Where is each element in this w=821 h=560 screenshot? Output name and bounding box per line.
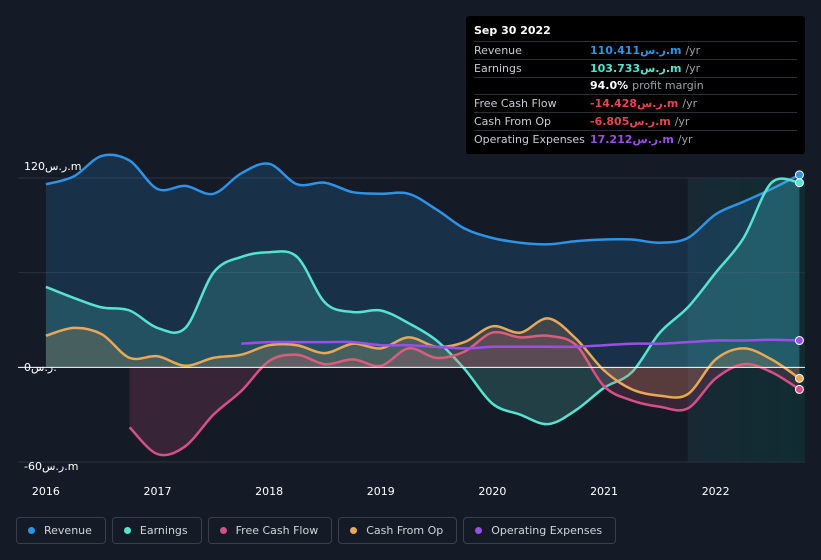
tooltip-row-value: 94.0% (590, 79, 629, 93)
free-cash-flow-area (129, 332, 800, 456)
x-tick-label: 2020 (478, 485, 506, 498)
legend-item-cash-from-op[interactable]: Cash From Op (338, 517, 458, 544)
legend-item-earnings[interactable]: Earnings (111, 517, 202, 544)
tooltip-row-unit: /yr (682, 97, 698, 111)
tooltip-date: Sep 30 2022 (474, 24, 551, 37)
legend-dot-icon (123, 527, 131, 534)
revenue-end-point (794, 170, 804, 180)
revenue-area (45, 154, 800, 368)
x-tick-label: 2022 (702, 485, 730, 498)
x-tick-label: 2021 (590, 485, 618, 498)
free-cash-flow-end-point (794, 384, 804, 394)
legend-item-revenue[interactable]: Revenue (16, 517, 106, 544)
tooltip-row-label: Revenue (474, 43, 522, 57)
cash-from-op-area (45, 318, 800, 398)
free-cash-flow-line (128, 330, 801, 457)
y-label-zero: 0ر.س. (24, 361, 57, 374)
earnings-area (45, 178, 800, 425)
tooltip-row-unit: /yr (677, 132, 693, 146)
legend: Revenue Earnings Free Cash Flow Cash From O… (16, 517, 617, 544)
cash-from-op-line (45, 317, 801, 399)
tooltip-panel: Sep 30 2022 Revenue 110.411ر.س.m/yr Earnin… (466, 16, 805, 154)
tooltip-row-value: 103.733ر.س.m (590, 61, 682, 75)
x-tick-label: 2016 (32, 485, 60, 498)
legend-item-free-cash-flow[interactable]: Free Cash Flow (207, 517, 333, 544)
operating-expenses-line (241, 338, 800, 350)
highlight-band (687, 178, 805, 462)
legend-label: Revenue (44, 524, 92, 537)
legend-dot-icon (350, 527, 358, 534)
y-label-top: 120ر.س.m (24, 160, 81, 173)
tooltip-row: 94.0% profit margin (474, 76, 797, 95)
financial-chart: 120ر.س.m 0ر.س. -60ر.س.m 2016 2017 2018 2019… (18, 153, 805, 498)
x-tick-label: 2017 (144, 485, 172, 498)
tooltip-row: Operating Expenses 17.212ر.س.m/yr (474, 129, 797, 148)
tooltip-row: Revenue 110.411ر.س.m/yr (474, 41, 797, 59)
tooltip-row-unit: /yr (674, 115, 690, 129)
x-tick-label: 2019 (367, 485, 395, 498)
earnings-line (45, 177, 800, 426)
legend-label: Cash From Op (366, 524, 444, 537)
tooltip-row-unit: profit margin (632, 79, 704, 93)
tooltip-row-label: Earnings (474, 61, 522, 75)
legend-label: Operating Expenses (491, 524, 603, 537)
tooltip-row-unit: /yr (685, 43, 701, 57)
legend-label: Earnings (139, 524, 188, 537)
earnings-end-point (794, 178, 804, 188)
tooltip-row-label: Cash From Op (474, 115, 552, 129)
cash-from-op-end-point (794, 373, 804, 383)
tooltip-row-value: -14.428ر.س.m (590, 97, 679, 111)
y-label-bottom: -60ر.س.m (24, 460, 78, 473)
legend-label: Free Cash Flow (235, 524, 319, 537)
tooltip-row-unit: /yr (685, 61, 701, 75)
legend-dot-icon (28, 527, 35, 534)
tooltip-row-label: Operating Expenses (474, 132, 585, 146)
tooltip-row-label: Free Cash Flow (474, 97, 557, 111)
legend-item-operating-expenses[interactable]: Operating Expenses (463, 517, 617, 544)
tooltip-row-value: 110.411ر.س.m (590, 43, 682, 57)
revenue-line (45, 153, 800, 246)
tooltip-row: Cash From Op -6.805ر.س.m/yr (474, 112, 797, 130)
tooltip-row-value: -6.805ر.س.m (590, 115, 671, 129)
operating-expenses-end-point (794, 336, 804, 346)
x-tick-label: 2018 (255, 485, 283, 498)
legend-dot-icon (219, 527, 227, 534)
tooltip-row: Free Cash Flow -14.428ر.س.m/yr (474, 94, 797, 112)
tooltip-row-value: 17.212ر.س.m (590, 132, 674, 146)
tooltip-row: Earnings 103.733ر.س.m/yr (474, 58, 797, 77)
legend-dot-icon (475, 527, 483, 534)
